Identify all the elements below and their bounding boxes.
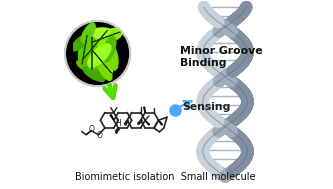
Ellipse shape — [90, 48, 113, 74]
Ellipse shape — [83, 67, 105, 81]
Text: Minor Groove
Binding: Minor Groove Binding — [180, 46, 263, 68]
Polygon shape — [110, 115, 114, 120]
Polygon shape — [144, 107, 145, 112]
Polygon shape — [145, 120, 150, 125]
Circle shape — [65, 21, 130, 86]
Text: O: O — [96, 131, 102, 140]
Ellipse shape — [107, 44, 118, 70]
Ellipse shape — [81, 23, 95, 43]
Text: H: H — [116, 119, 121, 128]
Ellipse shape — [88, 44, 111, 67]
Polygon shape — [159, 120, 163, 125]
Circle shape — [65, 21, 130, 86]
Ellipse shape — [83, 29, 109, 59]
Ellipse shape — [98, 60, 112, 80]
Text: Biomimetic isolation  Small molecule: Biomimetic isolation Small molecule — [75, 172, 256, 182]
Ellipse shape — [102, 36, 116, 63]
Ellipse shape — [87, 37, 98, 70]
Text: O: O — [89, 125, 95, 134]
Text: Sensing: Sensing — [182, 102, 231, 112]
Ellipse shape — [91, 28, 123, 45]
Ellipse shape — [85, 28, 111, 38]
Ellipse shape — [77, 60, 104, 74]
Ellipse shape — [71, 34, 91, 51]
Ellipse shape — [79, 35, 91, 64]
